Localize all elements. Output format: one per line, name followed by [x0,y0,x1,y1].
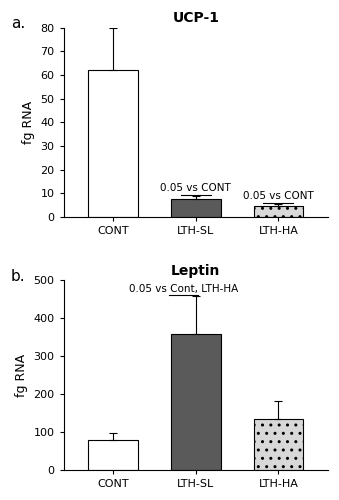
Bar [171,200,221,217]
Text: 0.05 vs CONT: 0.05 vs CONT [243,191,314,201]
Text: 0.05 vs CONT: 0.05 vs CONT [160,183,231,193]
Bar [171,334,221,470]
Text: 0.05 vs Cont, LTH-HA: 0.05 vs Cont, LTH-HA [129,284,238,294]
Text: b.: b. [11,269,25,284]
Bar [88,440,138,470]
Title: Leptin: Leptin [171,264,220,278]
Y-axis label: fg RNA: fg RNA [15,354,28,397]
Y-axis label: fg RNA: fg RNA [22,101,35,144]
Bar [254,420,303,470]
Bar [88,70,138,217]
Bar [254,206,303,217]
Title: UCP-1: UCP-1 [172,11,219,25]
Text: a.: a. [11,16,25,32]
